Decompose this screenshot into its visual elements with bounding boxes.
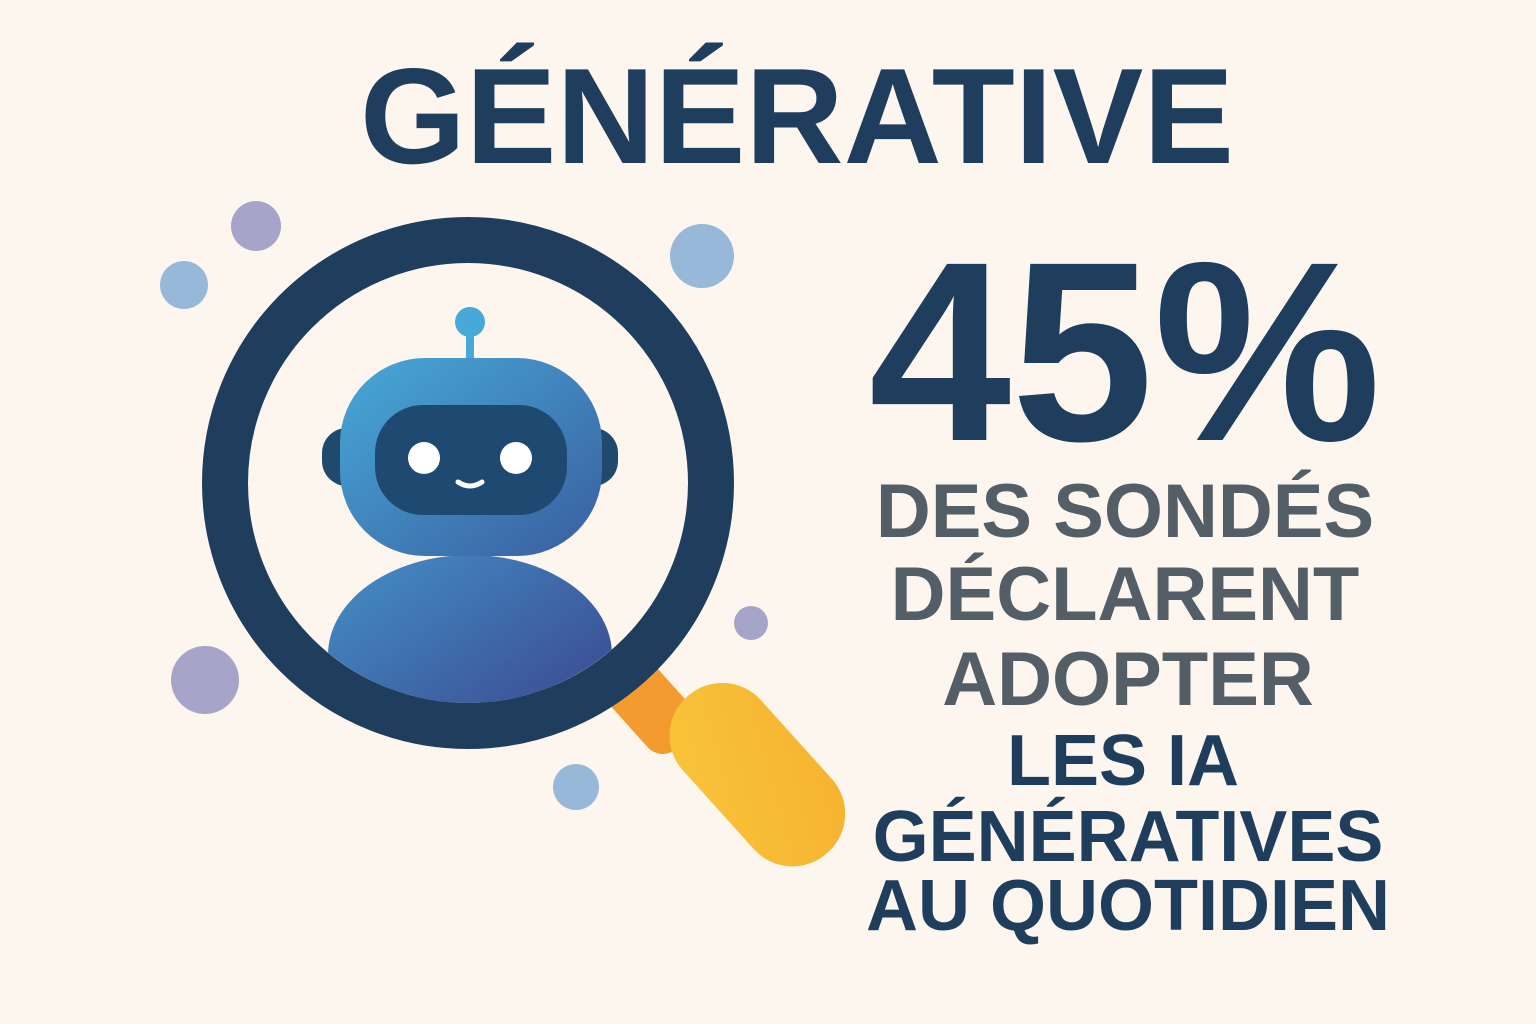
robot xyxy=(248,263,688,703)
description-line: ADOPTER xyxy=(942,637,1314,722)
description-line: DÉCLARENT xyxy=(891,552,1360,637)
highlight-line: GÉNÉRATIVES xyxy=(873,797,1384,877)
highlight-line: AU QUOTIDIEN xyxy=(866,866,1390,946)
description-line: DES SONDÉS xyxy=(876,469,1374,554)
title: GÉNÉRATIVE xyxy=(360,40,1234,192)
highlight-line: LES IA xyxy=(1007,721,1239,801)
magnifier xyxy=(202,217,846,867)
bubbles xyxy=(160,201,768,810)
stat: 45% xyxy=(869,209,1381,495)
